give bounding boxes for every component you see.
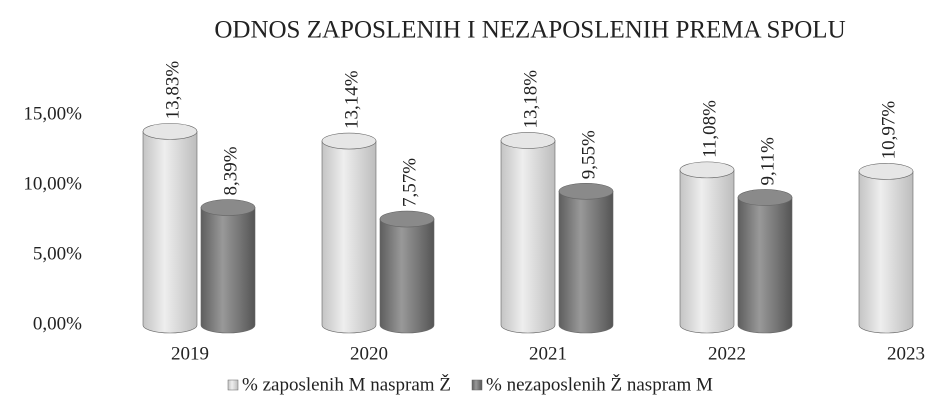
y-tick-label: 10,00% bbox=[23, 173, 82, 194]
cylinder-top bbox=[379, 210, 435, 228]
value-label: 11,08% bbox=[699, 100, 720, 158]
cylinder bbox=[737, 197, 793, 334]
cylinder-top bbox=[858, 163, 914, 180]
value-label: 13,18% bbox=[520, 70, 541, 129]
legend-swatch bbox=[471, 379, 483, 391]
x-tick-label: 2020 bbox=[350, 343, 388, 364]
cylinder bbox=[379, 218, 435, 334]
x-tick-label: 2021 bbox=[529, 343, 567, 364]
cylinder-top bbox=[142, 123, 198, 140]
cylinder-top bbox=[200, 199, 256, 216]
cylinder bbox=[200, 207, 256, 334]
cylinder bbox=[500, 140, 556, 334]
cylinder bbox=[142, 131, 198, 334]
value-label: 13,83% bbox=[162, 61, 183, 120]
x-tick-label: 2022 bbox=[708, 343, 746, 364]
value-label: 8,39% bbox=[220, 146, 241, 195]
cylinder-top bbox=[321, 132, 377, 150]
value-label: 13,14% bbox=[341, 70, 362, 129]
x-tick-label: 2019 bbox=[171, 343, 209, 364]
chart-title: ODNOS ZAPOSLENIH I NEZAPOSLENIH PREMA SP… bbox=[214, 17, 845, 44]
value-label: 9,55% bbox=[578, 130, 599, 179]
cylinder bbox=[321, 140, 377, 334]
value-label: 10,97% bbox=[878, 101, 899, 160]
cylinder-top bbox=[737, 189, 793, 206]
y-tick-label: 0,00% bbox=[33, 313, 82, 334]
value-label: 7,57% bbox=[399, 158, 420, 207]
cylinder bbox=[558, 191, 614, 334]
cylinder bbox=[858, 171, 914, 334]
legend-label: % nezaposlenih Ž naspram M bbox=[486, 373, 713, 395]
cylinder bbox=[679, 169, 735, 334]
x-tick-label: 2023 bbox=[887, 343, 925, 364]
cylinder-top bbox=[679, 161, 735, 179]
y-tick-label: 5,00% bbox=[33, 243, 82, 264]
cylinder-top bbox=[558, 183, 614, 200]
cylinder-top bbox=[500, 132, 556, 149]
value-label: 9,11% bbox=[757, 137, 778, 186]
legend-label: % zaposlenih M naspram Ž bbox=[242, 373, 451, 395]
legend-swatch bbox=[227, 379, 239, 391]
y-tick-label: 15,00% bbox=[23, 103, 82, 124]
